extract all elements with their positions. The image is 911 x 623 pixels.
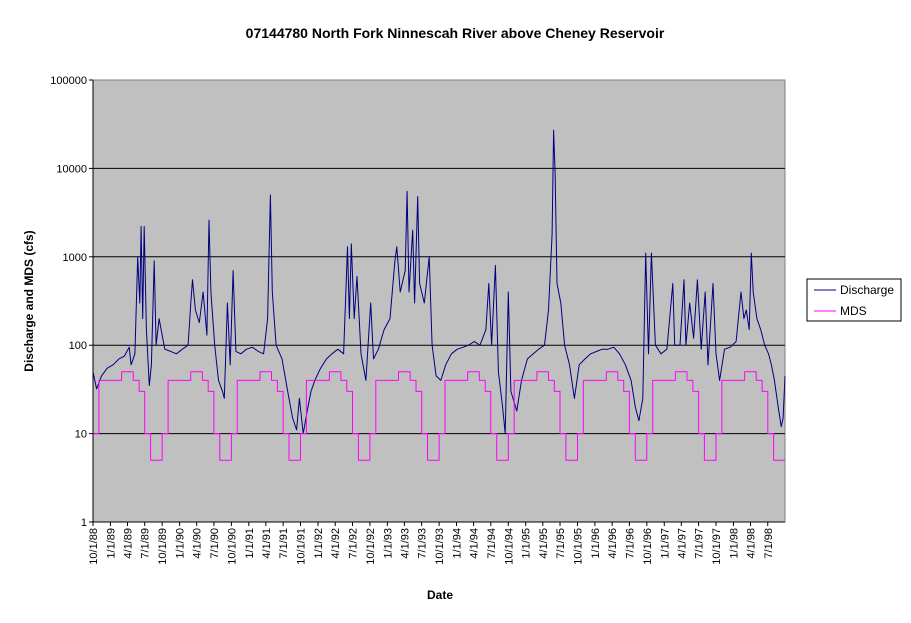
x-tick-label: 1/1/95 (521, 528, 533, 559)
legend-label-discharge: Discharge (840, 283, 894, 297)
x-tick-label: 10/1/94 (503, 528, 515, 565)
legend: Discharge MDS (806, 278, 902, 322)
x-tick-label: 4/1/92 (330, 528, 342, 559)
x-tick-label: 1/1/92 (313, 528, 325, 559)
x-tick-label: 7/1/90 (209, 528, 221, 559)
x-tick-label: 4/1/94 (469, 528, 481, 559)
y-tick-label: 1000 (63, 252, 87, 264)
x-tick-label: 10/1/91 (296, 528, 308, 565)
x-tick-label: 4/1/89 (122, 528, 134, 559)
x-tick-label: 7/1/93 (417, 528, 429, 559)
x-tick-label: 7/1/95 (555, 528, 567, 559)
x-tick-label: 7/1/98 (763, 528, 775, 559)
x-tick-label: 4/1/97 (676, 528, 688, 559)
x-tick-label: 4/1/98 (746, 528, 758, 559)
x-tick-label: 10/1/93 (434, 528, 446, 565)
x-tick-label: 1/1/93 (382, 528, 394, 559)
x-tick-label: 10/1/97 (711, 528, 723, 565)
x-tick-label: 10/1/90 (226, 528, 238, 565)
x-tick-label: 1/1/96 (590, 528, 602, 559)
x-tick-label: 7/1/91 (278, 528, 290, 559)
y-tick-label: 100 (69, 340, 87, 352)
x-tick-label: 7/1/96 (624, 528, 636, 559)
x-tick-label: 10/1/92 (365, 528, 377, 565)
x-tick-label: 1/1/90 (175, 528, 187, 559)
x-axis-title: Date (427, 588, 453, 602)
x-tick-label: 1/1/97 (659, 528, 671, 559)
y-tick-label: 10000 (56, 163, 87, 175)
x-tick-label: 7/1/89 (140, 528, 152, 559)
x-tick-label: 10/1/95 (572, 528, 584, 565)
x-tick-label: 4/1/95 (538, 528, 550, 559)
x-tick-label: 1/1/94 (452, 528, 464, 559)
y-tick-label: 10 (75, 429, 87, 441)
x-tick-label: 7/1/94 (486, 528, 498, 559)
x-tick-label: 10/1/89 (157, 528, 169, 565)
x-tick-label: 1/1/98 (728, 528, 740, 559)
x-tick-label: 10/1/88 (88, 528, 100, 565)
y-axis-title: Discharge and MDS (cfs) (22, 230, 36, 371)
x-tick-label: 1/1/91 (244, 528, 256, 559)
x-tick-label: 1/1/89 (105, 528, 117, 559)
y-tick-label: 1 (81, 517, 87, 529)
x-tick-label: 4/1/91 (261, 528, 273, 559)
series-layer (92, 129, 786, 461)
x-axis-ticks: 10/1/88 1/1/89 4/1/89 7/1/89 10/1/89 1/1/90 4/… (88, 522, 775, 565)
series-line-discharge (92, 129, 786, 435)
series-line-mds (93, 371, 785, 461)
x-tick-label: 4/1/90 (192, 528, 204, 559)
y-tick-label: 100000 (50, 75, 87, 87)
x-tick-label: 4/1/93 (399, 528, 411, 559)
y-axis-ticks: 1 10 100 1000 10000 100000 (50, 75, 93, 529)
x-tick-label: 7/1/97 (694, 528, 706, 559)
x-tick-label: 10/1/96 (642, 528, 654, 565)
legend-box (806, 278, 902, 322)
x-tick-label: 7/1/92 (347, 528, 359, 559)
x-tick-label: 4/1/96 (607, 528, 619, 559)
legend-label-mds: MDS (840, 304, 867, 318)
chart-title: 07144780 North Fork Ninnescah River abov… (246, 25, 665, 41)
